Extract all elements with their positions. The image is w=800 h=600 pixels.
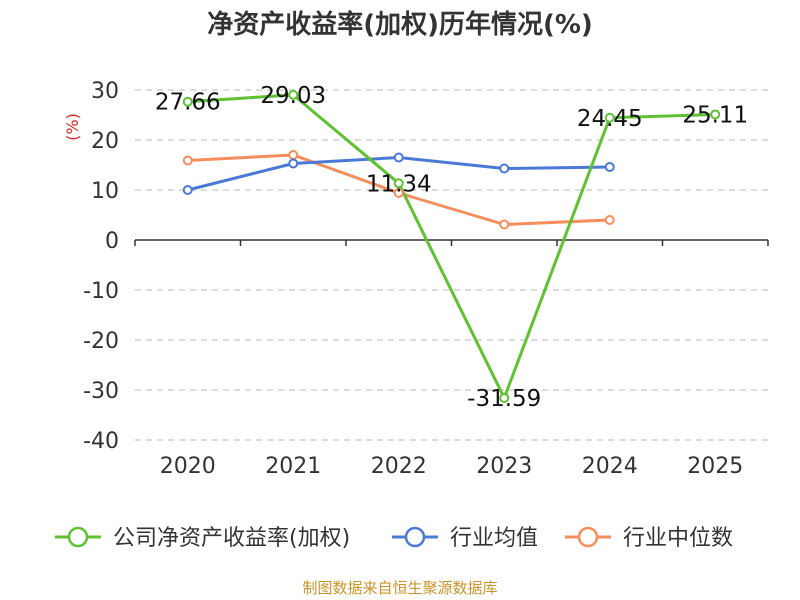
axes [134,239,769,246]
y-tick-label: -30 [83,379,119,404]
data-point[interactable] [604,162,615,172]
data-point[interactable] [710,109,721,120]
data-point[interactable] [604,112,615,123]
data-label: 29.03 [260,83,326,109]
legend-label: 行业均值 [450,526,538,551]
y-axis-label: (%) [63,113,82,141]
data-label: -31.59 [467,386,541,412]
legend[interactable]: 公司净资产收益率(加权) 行业均值 行业中位数 [55,526,733,551]
y-tick-label: 0 [105,229,119,254]
data-point[interactable] [393,178,404,189]
data-label: 25.11 [682,102,748,128]
data-point[interactable] [288,158,299,169]
legend-label: 行业中位数 [623,526,733,551]
legend-marker-icon [577,526,599,548]
series-lines [187,93,716,400]
x-tick-label: 2025 [687,454,743,479]
data-label: 24.45 [577,106,643,132]
x-tick-label: 2020 [160,454,216,479]
data-point[interactable] [499,219,510,230]
data-point[interactable] [393,152,404,163]
legend-marker-icon [404,526,426,548]
data-labels: 27.66 29.03 11.34 -31.59 24.45 25.11 [155,83,748,412]
data-point[interactable] [393,188,404,198]
data-label: 27.66 [155,90,221,116]
series-points [182,89,721,403]
y-tick-label: -20 [83,329,119,354]
legend-item[interactable]: 公司净资产收益率(加权) [55,526,350,551]
x-tick-labels: 2020 2021 2022 2023 2024 2025 [160,454,744,479]
y-tick-label: -10 [83,279,119,304]
data-label: 11.34 [366,171,432,197]
data-point[interactable] [182,96,193,107]
legend-item[interactable]: 行业均值 [392,526,538,551]
x-tick-label: 2022 [371,454,427,479]
x-tick-label: 2021 [265,454,321,479]
source-note: 制图数据来自恒生聚源数据库 [302,579,497,597]
chart-title: 净资产收益率(加权)历年情况(%) [207,9,593,40]
data-point[interactable] [499,163,510,174]
y-tick-label: 20 [91,129,119,154]
data-point[interactable] [499,392,510,403]
y-tick-label: -40 [83,429,119,454]
x-tick-label: 2024 [582,454,638,479]
data-point[interactable] [288,89,299,100]
data-point[interactable] [182,155,193,166]
y-tick-label: 30 [91,79,119,104]
legend-item[interactable]: 行业中位数 [565,526,733,551]
data-point[interactable] [182,185,193,195]
series-line-0 [187,93,716,400]
legend-marker-icon [67,526,89,548]
data-point[interactable] [288,150,299,160]
gridlines [135,89,768,441]
y-tick-labels: 30 20 10 0 -10 -20 -30 -40 [83,79,119,454]
legend-label: 公司净资产收益率(加权) [113,526,350,551]
y-tick-label: 10 [91,179,119,204]
data-point[interactable] [604,215,615,225]
x-tick-label: 2023 [476,454,532,479]
